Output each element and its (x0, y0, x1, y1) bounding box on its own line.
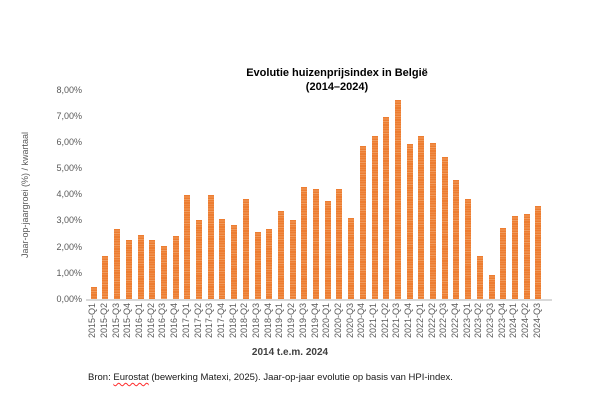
x-axis-title: 2014 t.e.m. 2024 (251, 347, 329, 358)
bar-2015-Q4 (125, 239, 132, 300)
bar-2019-Q3 (301, 187, 308, 300)
source-rest: (bewerking Matexi, 2025). Jaar-op-jaar e… (148, 372, 453, 383)
bar-2017-Q4 (219, 218, 226, 300)
bar-2019-Q1 (277, 211, 284, 300)
x-tick-2022-Q4: 2022-Q4 (449, 303, 460, 339)
bar-2020-Q4 (359, 145, 366, 300)
bar-2023-Q4 (500, 228, 507, 300)
bar-2015-Q3 (114, 229, 121, 300)
bar-2023-Q1 (465, 199, 472, 300)
x-tick-2015-Q2: 2015-Q2 (98, 303, 109, 339)
bar-2021-Q3 (394, 99, 401, 300)
x-axis-tick-labels: 2015-Q1 2015-Q2 2015-Q3 2015-Q4 2016-Q1 2016-… (87, 303, 548, 351)
bar-2021-Q2 (383, 116, 390, 300)
plot-area (88, 90, 548, 300)
bar-2016-Q2 (149, 239, 156, 300)
bar-2023-Q3 (488, 275, 495, 300)
bar-2015-Q1 (90, 286, 97, 300)
bar-2022-Q1 (418, 136, 425, 300)
y-tick-8: 8,00% (56, 84, 82, 95)
bar-2020-Q2 (336, 188, 343, 300)
y-tick-3: 3,00% (56, 215, 82, 226)
bar-2018-Q2 (242, 199, 249, 300)
x-tick-2024-Q3: 2024-Q3 (531, 303, 542, 339)
bar-2023-Q2 (476, 255, 483, 300)
y-tick-5: 5,00% (56, 163, 82, 174)
bar-2024-Q2 (523, 213, 530, 300)
chart-title-line1: Evolutie huizenprijsindex in België (246, 67, 428, 79)
bar-2016-Q3 (160, 246, 167, 300)
bar-2015-Q2 (102, 255, 109, 300)
x-axis-baseline (86, 299, 552, 301)
x-tick-2022-Q1: 2022-Q1 (414, 303, 425, 339)
x-tick-2020-Q2: 2020-Q2 (332, 303, 343, 339)
x-tick-2019-Q3: 2019-Q3 (297, 303, 308, 339)
x-tick-2017-Q4: 2017-Q4 (215, 303, 226, 339)
bar-2017-Q1 (184, 195, 191, 300)
bar-2021-Q1 (371, 136, 378, 300)
y-tick-7: 7,00% (56, 110, 82, 121)
y-tick-4: 4,00% (56, 189, 82, 200)
chart-title: Evolutie huizenprijsindex in België (201… (137, 66, 537, 94)
bar-2020-Q3 (348, 217, 355, 300)
bar-2022-Q2 (430, 142, 436, 300)
bar-2021-Q4 (406, 144, 413, 300)
bar-2024-Q3 (535, 205, 542, 300)
y-tick-1: 1,00% (56, 267, 82, 278)
bar-2022-Q4 (453, 179, 460, 300)
bar-2018-Q1 (231, 225, 238, 300)
bar-2022-Q3 (441, 157, 448, 300)
source-name: Eurostat (113, 372, 149, 383)
source-prefix: Bron: (88, 372, 114, 383)
bar-2018-Q3 (254, 231, 261, 300)
bar-2016-Q1 (137, 234, 144, 300)
bar-2017-Q3 (207, 195, 214, 300)
bar-2018-Q4 (266, 229, 273, 300)
source-note: Bron: Eurostat (bewerking Matexi, 2025).… (88, 372, 608, 383)
bar-2019-Q4 (313, 188, 319, 300)
chart-title-line2: (2014–2024) (305, 81, 369, 93)
bar-2024-Q1 (511, 216, 518, 300)
y-tick-2: 2,00% (56, 241, 82, 252)
bar-2019-Q2 (289, 220, 296, 300)
y-tick-6: 6,00% (56, 136, 82, 147)
y-tick-0: 0,00% (56, 294, 82, 304)
x-tick-2017-Q1: 2017-Q1 (180, 303, 191, 339)
bar-2017-Q2 (196, 220, 202, 300)
bar-2020-Q1 (324, 200, 331, 300)
bar-2016-Q4 (172, 235, 179, 300)
